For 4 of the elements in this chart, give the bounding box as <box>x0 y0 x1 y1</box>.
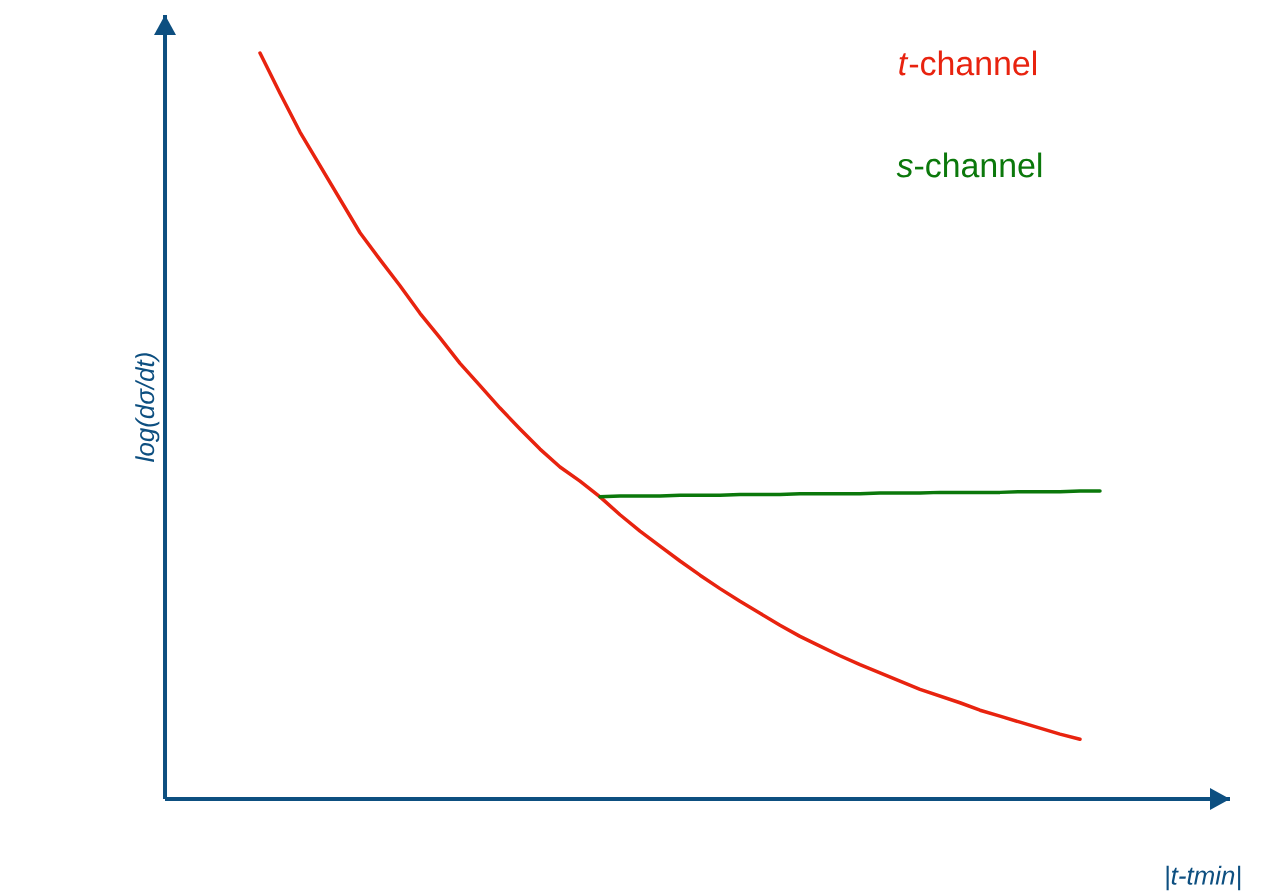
x-axis-title: |t-tmin| <box>1166 865 1241 891</box>
text: s-channel <box>896 152 1042 178</box>
text: t-channel <box>899 50 1036 76</box>
y-axis-title: log(dσ/dt) <box>135 353 160 462</box>
